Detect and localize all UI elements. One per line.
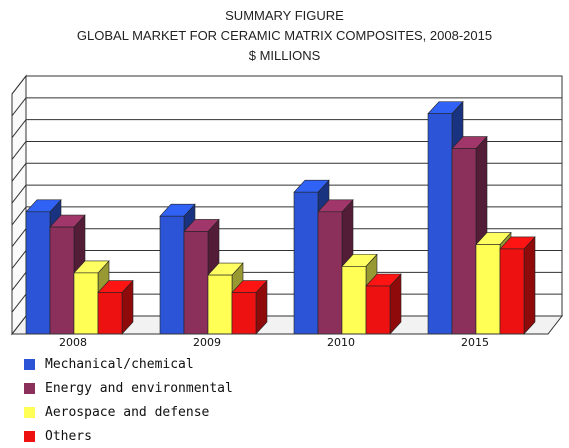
chart-subtitle: GLOBAL MARKET FOR CERAMIC MATRIX COMPOSI…: [76, 28, 493, 43]
chart-legend: Mechanical/chemical Energy and environme…: [24, 352, 233, 448]
legend-item-energy: Energy and environmental: [24, 376, 233, 400]
legend-swatch-energy: [24, 382, 35, 394]
gridline-depth: [11, 228, 27, 248]
legend-item-aerospace: Aerospace and defense: [24, 400, 233, 424]
x-tick-label-2008: 2008: [59, 336, 87, 349]
bar-energy-2009: [183, 231, 209, 335]
bar-others-2010: [365, 285, 391, 335]
bar-mechanical-2010: [293, 191, 319, 335]
chart-unit: $ MILLIONS: [248, 48, 321, 63]
gridline-depth: [11, 272, 27, 291]
bar-aerospace-2015: [475, 244, 501, 335]
chart-title-block: SUMMARY FIGURE GLOBAL MARKET FOR CERAMIC…: [0, 6, 569, 66]
bar-mechanical-2008: [25, 211, 51, 335]
gridline-depth: [11, 184, 27, 204]
bar-energy-2015: [451, 148, 477, 335]
bar-aerospace-2008: [73, 272, 99, 335]
bar-energy-2010: [317, 211, 343, 335]
legend-label-others: Others: [45, 428, 92, 444]
legend-swatch-mechanical: [24, 358, 35, 370]
gridline-depth: [11, 162, 27, 182]
gridline-depth: [11, 315, 27, 335]
legend-label-energy: Energy and environmental: [45, 380, 233, 396]
legend-label-mechanical: Mechanical/chemical: [45, 356, 194, 372]
bar-mechanical-2015: [427, 113, 453, 335]
gridline-depth: [11, 141, 27, 160]
bar-mechanical-2009: [159, 215, 185, 335]
legend-swatch-aerospace: [24, 406, 35, 418]
x-tick-label-2010: 2010: [327, 336, 355, 349]
x-tick-label-2015: 2015: [461, 336, 489, 349]
legend-label-aerospace: Aerospace and defense: [45, 404, 210, 420]
x-tick-label-2009: 2009: [193, 336, 221, 349]
legend-item-mechanical: Mechanical/chemical: [24, 352, 233, 376]
gridline-depth: [11, 97, 27, 117]
bar-others-2008: [97, 292, 123, 335]
gridline-depth: [11, 206, 27, 226]
bar-aerospace-2010: [341, 266, 367, 335]
gridline-depth: [11, 293, 27, 313]
bar-others-2009: [231, 292, 257, 335]
gridline-depth: [11, 250, 27, 269]
bar-others-2015: [499, 248, 525, 335]
legend-swatch-others: [24, 430, 35, 442]
bar-side-others-2015: [523, 236, 536, 335]
bar-energy-2008: [49, 226, 75, 335]
chart-title: SUMMARY FIGURE: [225, 8, 344, 23]
gridline-depth: [11, 119, 27, 138]
left-wall: [11, 74, 27, 336]
gridline-depth: [11, 75, 27, 95]
legend-item-others: Others: [24, 424, 233, 448]
bar-aerospace-2009: [207, 274, 233, 335]
